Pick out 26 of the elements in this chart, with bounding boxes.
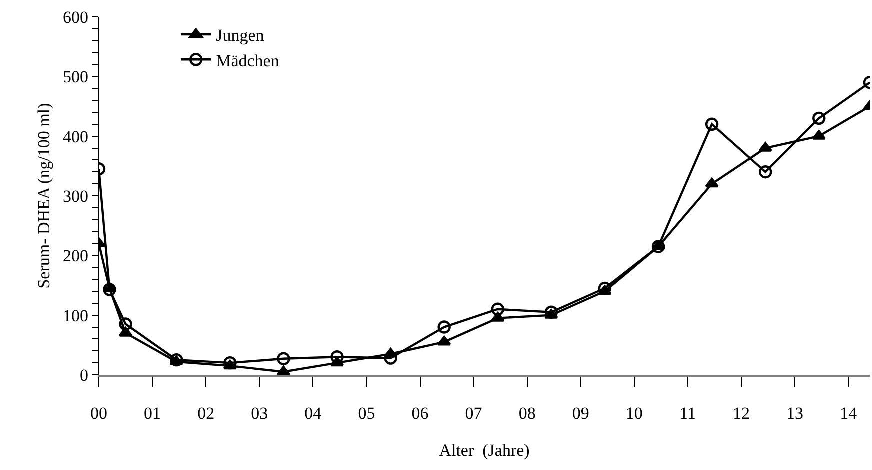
x-tick-label: 05 [358, 404, 376, 424]
y-tick-label: 100 [63, 306, 88, 326]
x-tick-label: 09 [572, 404, 590, 424]
y-tick-label: 0 [80, 366, 88, 385]
legend-label: Jungen [216, 26, 265, 46]
y-tick-label: 200 [63, 246, 88, 266]
x-tick-label: 04 [304, 404, 322, 424]
legend-label: Mädchen [216, 51, 280, 70]
y-tick-label: 300 [63, 186, 88, 206]
x-tick-label: 07 [465, 404, 483, 424]
x-tick-label: 00 [90, 404, 108, 424]
x-tick-label: 03 [251, 404, 268, 424]
x-tick-label: 11 [680, 404, 696, 424]
y-tick-label: 400 [63, 127, 88, 146]
x-tick-label: 10 [626, 404, 643, 424]
y-tick-label: 600 [63, 8, 88, 27]
x-tick-label: 12 [733, 404, 750, 424]
x-tick-label: 01 [144, 404, 162, 424]
x-axis-title: Alter (Jahre) [439, 441, 530, 460]
y-axis-title: Serum- DHEA (ng/100 ml) [34, 103, 54, 289]
x-tick-label: 14 [840, 404, 858, 424]
y-tick-label: 500 [63, 68, 88, 87]
x-tick-label: 06 [412, 404, 429, 424]
x-tick-label: 08 [518, 404, 536, 424]
x-tick-label: 02 [198, 404, 215, 424]
x-tick-label: 13 [786, 404, 804, 424]
